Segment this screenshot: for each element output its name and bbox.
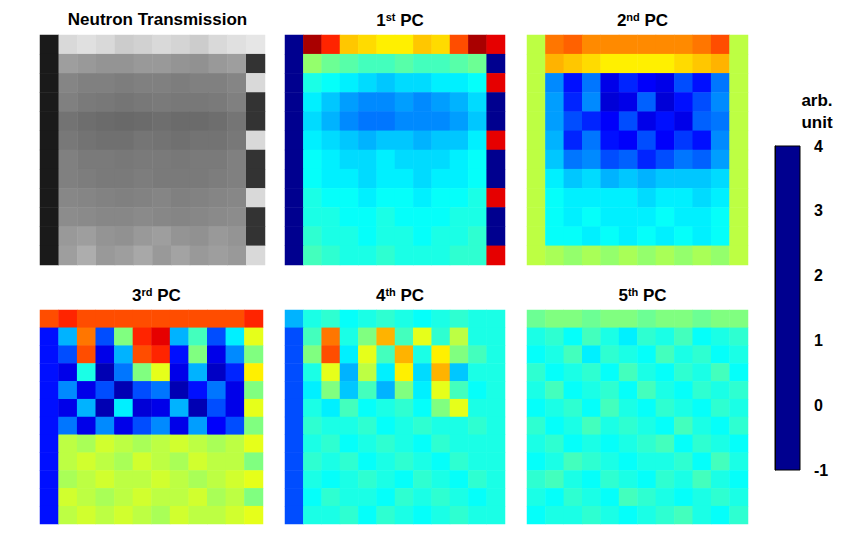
svg-text:PC: PC (640, 11, 668, 30)
svg-text:1: 1 (814, 332, 823, 349)
svg-text:nd: nd (626, 11, 639, 23)
svg-text:rd: rd (142, 286, 153, 298)
svg-text:PC: PC (395, 11, 423, 30)
svg-text:arb.: arb. (801, 91, 832, 110)
svg-text:th: th (385, 286, 396, 298)
svg-text:2: 2 (617, 11, 626, 30)
svg-text:PC: PC (638, 286, 666, 305)
svg-text:2: 2 (814, 267, 823, 284)
svg-text:-1: -1 (814, 462, 828, 479)
svg-text:PC: PC (396, 286, 424, 305)
svg-text:4: 4 (814, 138, 823, 155)
svg-text:3: 3 (814, 202, 823, 219)
svg-text:th: th (628, 286, 639, 298)
svg-text:unit: unit (801, 113, 832, 132)
svg-text:0: 0 (814, 397, 823, 414)
svg-text:Neutron Transmission: Neutron Transmission (68, 10, 247, 29)
svg-text:5: 5 (618, 286, 627, 305)
svg-text:3: 3 (132, 286, 141, 305)
svg-text:1: 1 (376, 11, 385, 30)
svg-text:st: st (386, 11, 396, 23)
svg-text:4: 4 (375, 286, 386, 305)
svg-text:PC: PC (153, 286, 181, 305)
